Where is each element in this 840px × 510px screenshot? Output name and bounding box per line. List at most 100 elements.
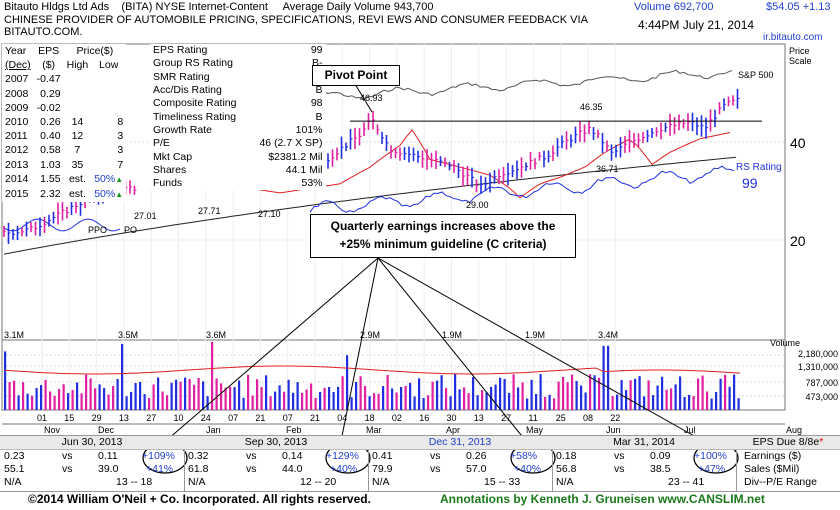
x-tick-label: 02: [392, 413, 402, 423]
volume-bar: [643, 396, 646, 410]
volume-bar: [265, 375, 268, 410]
volume-bar: [679, 376, 682, 410]
fund-eps: -0.47: [36, 73, 61, 86]
volume-bar: [557, 381, 560, 410]
x-tick-label: 21: [255, 413, 265, 423]
quarterly-earnings-grid: Jun 30, 2013 0.23 vs 0.11 +109% 55.1 vs 39.0 +41…: [0, 435, 840, 492]
fund-high: [64, 87, 92, 101]
rating-value: $2381.2 Mil: [268, 150, 323, 163]
volume-bar: [22, 382, 25, 410]
volume-bar: [674, 384, 677, 410]
volume-bar: [683, 397, 686, 410]
col-year2: (Dec): [5, 59, 31, 72]
volume-bar: [589, 374, 592, 410]
fund-year: 2013: [5, 158, 29, 171]
div-na: N/A: [188, 476, 206, 488]
rating-row: Funds 53%: [150, 177, 326, 190]
volume-bar: [197, 378, 200, 410]
volume-bar: [188, 379, 191, 410]
vs-label: vs: [614, 450, 625, 462]
rating-label: Composite Rating: [153, 97, 237, 110]
quarter-period: Jun 30, 2013: [0, 436, 184, 450]
volume-bar: [715, 392, 718, 410]
callout-arrow: [377, 257, 531, 447]
volume-bar: [112, 386, 115, 410]
rating-row: Acc/Dis Rating B: [150, 84, 326, 97]
fundamentals-row: 2010 0.26 14 8: [2, 115, 126, 129]
price-point-label: 46.93: [360, 93, 383, 103]
price-point-label: 27.01: [134, 211, 157, 221]
eps-current: 0.41: [372, 450, 393, 462]
volume-bar: [575, 381, 578, 410]
volume-bar: [229, 386, 232, 410]
volume-bar: [724, 375, 727, 410]
volume-spike-label: 3.1M: [4, 330, 24, 340]
fund-low: [91, 72, 126, 86]
volume-bar: [386, 375, 389, 410]
volume-bar: [58, 388, 61, 410]
volume-bar: [377, 393, 380, 410]
volume-bar: [706, 391, 709, 410]
col-low: Low: [99, 59, 119, 72]
rating-label: SMR Rating: [153, 70, 210, 83]
ppo-label: PPO: [88, 225, 107, 235]
fund-high: est.: [68, 188, 86, 201]
volume-bar: [17, 395, 20, 410]
volume-bar: [80, 393, 83, 410]
sales-current: 56.8: [556, 463, 577, 475]
volume-bar: [359, 376, 362, 410]
volume-spike-label: 3.6M: [206, 330, 226, 340]
volume-bar: [553, 398, 556, 410]
volume-bar: [44, 379, 47, 410]
volume-bar: [517, 387, 520, 410]
volume-bar: [445, 388, 448, 410]
volume-bar: [697, 378, 700, 410]
x-tick-label: 27: [146, 413, 156, 423]
volume-bar: [134, 383, 137, 410]
volume-bar: [323, 387, 326, 410]
volume-bar: [130, 391, 133, 410]
volume-bar: [580, 385, 583, 410]
volume-bar: [571, 374, 574, 410]
exchange-group: NYSE Internet-Content: [155, 1, 268, 13]
x-tick-label: 22: [610, 413, 620, 423]
legend-sales: Sales ($Mil): [744, 463, 800, 475]
volume-bar: [98, 384, 101, 410]
volume-bar: [238, 380, 241, 410]
x-tick-label: 29: [92, 413, 102, 423]
fundamentals-row: 2013 1.03 35 7: [2, 158, 126, 172]
rating-value: 99: [310, 44, 323, 57]
sales-change: +40%: [514, 463, 542, 475]
volume-bar: [332, 391, 335, 410]
fundamentals-row: 2009 -0.02: [2, 101, 126, 115]
volume-bar: [35, 388, 38, 410]
sales-change: +47%: [698, 463, 726, 475]
fundamentals-table: Year EPS Price($) (Dec) ($) High Low 200…: [2, 44, 127, 202]
col-eps: EPS: [38, 45, 60, 58]
avg-volume: Average Daily Volume 943,700: [282, 1, 434, 13]
volume-bar: [103, 388, 106, 410]
volume-bar: [292, 392, 295, 410]
sales-current: 61.8: [188, 463, 209, 475]
volume-bar: [220, 383, 223, 410]
legend-title: EPS Due 8/8e*: [736, 436, 840, 450]
vs-label: vs: [430, 450, 441, 462]
fundamentals-row: 2007 -0.47: [2, 72, 126, 86]
volume-spike-label: 1.9M: [442, 330, 462, 340]
legend-earnings: Earnings ($): [744, 450, 802, 462]
volume-bar: [607, 345, 610, 410]
volume-bar: [148, 398, 151, 410]
volume-bar: [233, 387, 236, 410]
vs-label: vs: [430, 463, 441, 475]
volume-bar: [314, 398, 317, 410]
sales-change: +41%: [146, 463, 174, 475]
volume-tick-label: 787,000: [805, 378, 838, 388]
fundamentals-row: 2014 1.55 est. 50%▲: [2, 172, 126, 187]
fund-eps: 0.26: [40, 116, 61, 129]
volume-bar: [512, 374, 515, 410]
pivot-point-callout: Pivot Point: [312, 65, 400, 86]
volume-bar: [373, 393, 376, 410]
fundamentals-row: 2012 0.58 7 3: [2, 143, 126, 157]
annotations-by: Annotations by Kenneth J. Gruneisen www.…: [440, 492, 765, 506]
volume-bar: [107, 394, 110, 410]
